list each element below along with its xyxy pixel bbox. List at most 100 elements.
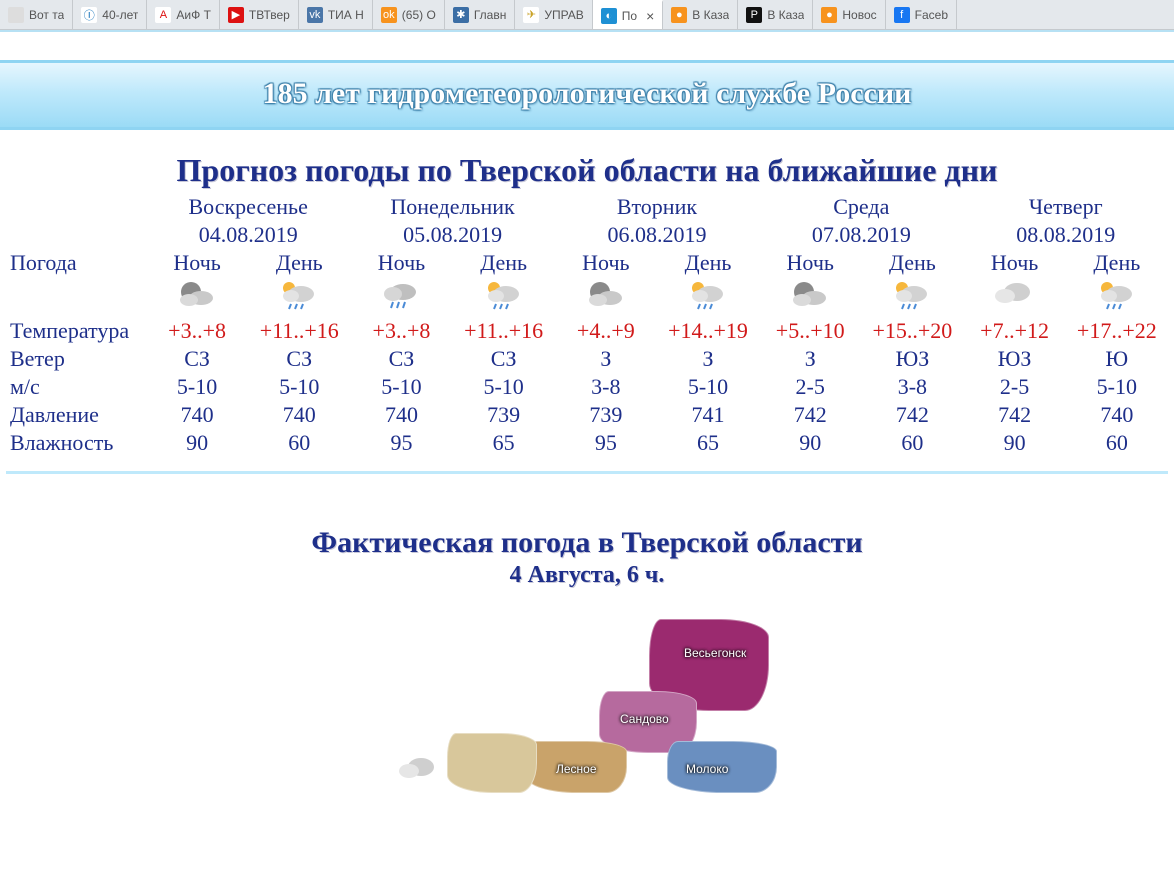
tab-favicon: ✈ (523, 7, 539, 23)
browser-tab[interactable]: ●Новос (813, 0, 885, 29)
forecast-wind-dir: СЗ (350, 345, 452, 373)
row-label-temp: Температура (6, 317, 146, 345)
tab-label: ТИА Н (328, 8, 364, 22)
forecast-table: ВоскресеньеПонедельникВторникСредаЧетвер… (6, 193, 1168, 457)
forecast-temp: +11..+16 (453, 317, 555, 345)
browser-tab[interactable]: Ⓘ40-лет (73, 0, 147, 29)
forecast-temp: +7..+12 (964, 317, 1066, 345)
region-map: ВесьегонскСандовоЛесноеМолоко (327, 613, 847, 793)
forecast-day-date: 04.08.2019 (146, 221, 350, 249)
browser-tab[interactable]: f Faceb (886, 0, 957, 29)
forecast-humidity: 90 (759, 429, 861, 457)
row-label-pressure: Давление (6, 401, 146, 429)
forecast-pressure: 739 (453, 401, 555, 429)
forecast-wind-speed: 5-10 (248, 373, 350, 401)
forecast-wind-dir: З (759, 345, 861, 373)
period-day: День (248, 249, 350, 277)
browser-tab[interactable]: vk ТИА Н (299, 0, 373, 29)
tab-label: Вот та (29, 8, 64, 22)
map-region-label: Лесное (556, 762, 597, 776)
forecast-wind-dir: СЗ (146, 345, 248, 373)
tab-label: ТВТвер (249, 8, 290, 22)
row-label-weather: Погода (6, 249, 146, 277)
forecast-humidity: 65 (453, 429, 555, 457)
forecast-pressure: 740 (350, 401, 452, 429)
browser-tab[interactable]: ▶ ТВТвер (220, 0, 299, 29)
forecast-wind-dir: Ю (1066, 345, 1168, 373)
map-region-label: Молоко (686, 762, 728, 776)
weather-icon (453, 277, 555, 317)
browser-tab[interactable]: ok(65) О (373, 0, 445, 29)
forecast-pressure: 739 (555, 401, 657, 429)
period-night: Ночь (350, 249, 452, 277)
tab-favicon: ✱ (453, 7, 469, 23)
tab-close-icon[interactable]: × (646, 8, 654, 24)
forecast-wind-dir: З (657, 345, 759, 373)
banner-title: 185 лет гидрометеорологической службе Ро… (0, 77, 1174, 111)
forecast-humidity: 90 (964, 429, 1066, 457)
tab-favicon: ▶ (228, 7, 244, 23)
browser-tab[interactable]: ✱Главн (445, 0, 516, 29)
tab-label: Faceb (915, 8, 948, 22)
forecast-heading: Прогноз погоды по Тверской области на бл… (0, 152, 1174, 189)
tab-favicon: vk (307, 7, 323, 23)
forecast-temp: +3..+8 (350, 317, 452, 345)
row-label-humidity: Влажность (6, 429, 146, 457)
tab-label: По (622, 9, 637, 23)
tab-favicon: ● (671, 7, 687, 23)
tab-favicon (8, 7, 24, 23)
tab-label: В Каза (692, 8, 729, 22)
forecast-table-wrap: ВоскресеньеПонедельникВторникСредаЧетвер… (0, 193, 1174, 492)
forecast-humidity: 60 (248, 429, 350, 457)
forecast-wind-speed: 3-8 (555, 373, 657, 401)
map-region[interactable]: Молоко (667, 741, 777, 793)
browser-tab[interactable]: ◐По× (593, 0, 664, 29)
period-night: Ночь (964, 249, 1066, 277)
period-night: Ночь (759, 249, 861, 277)
tab-label: УПРАВ (544, 8, 583, 22)
forecast-wind-speed: 5-10 (146, 373, 248, 401)
forecast-wind-speed: 2-5 (964, 373, 1066, 401)
forecast-cell (6, 277, 146, 317)
forecast-humidity: 90 (146, 429, 248, 457)
banner: 185 лет гидрометеорологической службе Ро… (0, 60, 1174, 130)
forecast-humidity: 60 (1066, 429, 1168, 457)
forecast-day-name: Воскресенье (146, 193, 350, 221)
forecast-day-name: Вторник (555, 193, 759, 221)
forecast-temp: +4..+9 (555, 317, 657, 345)
browser-tab[interactable]: PВ Каза (738, 0, 813, 29)
forecast-temp: +11..+16 (248, 317, 350, 345)
weather-icon (657, 277, 759, 317)
forecast-temp: +5..+10 (759, 317, 861, 345)
period-night: Ночь (555, 249, 657, 277)
browser-tab[interactable]: ✈ УПРАВ (515, 0, 592, 29)
forecast-wind-speed: 5-10 (1066, 373, 1168, 401)
map-region[interactable]: Лесное (527, 741, 627, 793)
period-day: День (1066, 249, 1168, 277)
tab-favicon: f (894, 7, 910, 23)
forecast-wind-speed: 5-10 (657, 373, 759, 401)
forecast-temp: +14..+19 (657, 317, 759, 345)
browser-tab[interactable]: ● В Каза (663, 0, 738, 29)
forecast-wind-speed: 2-5 (759, 373, 861, 401)
forecast-pressure: 742 (964, 401, 1066, 429)
browser-tab[interactable]: А АиФ Т (147, 0, 220, 29)
tab-favicon: ● (821, 7, 837, 23)
forecast-day-date: 08.08.2019 (964, 221, 1169, 249)
forecast-pressure: 740 (1066, 401, 1168, 429)
tab-favicon: ok (381, 7, 397, 23)
actual-heading: Фактическая погода в Тверской области (0, 526, 1174, 560)
tab-favicon: А (155, 7, 171, 23)
forecast-temp: +17..+22 (1066, 317, 1168, 345)
row-label-wind-unit: м/с (6, 373, 146, 401)
tab-favicon: P (746, 7, 762, 23)
forecast-pressure: 740 (146, 401, 248, 429)
forecast-wind-dir: ЮЗ (861, 345, 963, 373)
map-region[interactable] (447, 733, 537, 793)
weather-icon (861, 277, 963, 317)
tab-label: АиФ Т (176, 8, 211, 22)
forecast-day-name: Среда (759, 193, 963, 221)
browser-tab[interactable]: Вот та (0, 0, 73, 29)
forecast-wind-speed: 5-10 (350, 373, 452, 401)
map-region-label: Сандово (620, 712, 669, 726)
